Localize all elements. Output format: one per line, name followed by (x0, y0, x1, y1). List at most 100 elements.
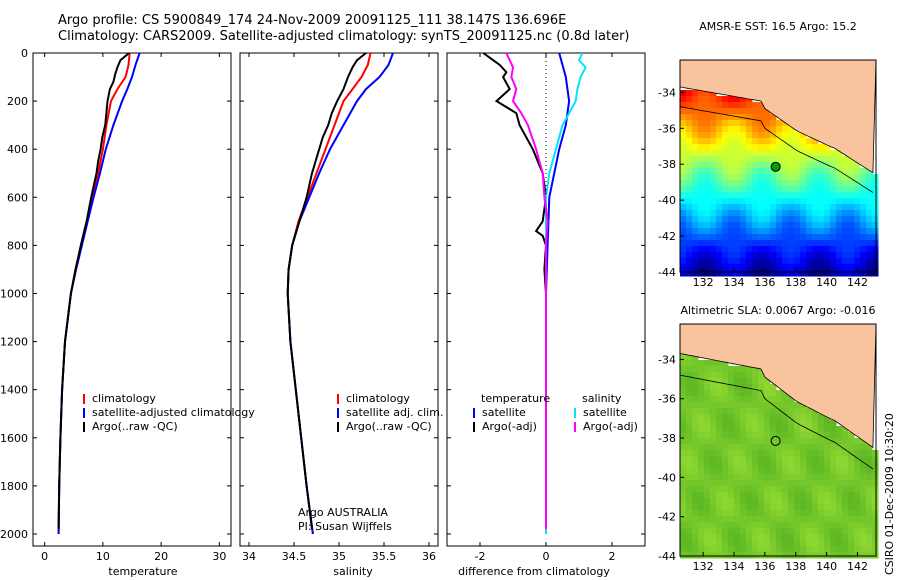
map-cell (776, 126, 783, 133)
map-cell (770, 114, 777, 121)
map-cell (764, 138, 771, 145)
map-cell (704, 504, 711, 511)
map-cell (752, 408, 759, 415)
map-cell (704, 210, 711, 217)
map-cell (746, 366, 753, 373)
map-cell (704, 258, 711, 265)
map-cell (770, 468, 777, 475)
y-tick-label: 1600 (0, 432, 28, 445)
map-cell (722, 222, 729, 229)
map-cell (722, 474, 729, 481)
map-cell (770, 396, 777, 403)
map-cell (794, 180, 801, 187)
map-cell (680, 390, 687, 397)
x-tick-label: 35 (332, 550, 346, 563)
map-cell (866, 528, 873, 535)
map-cell (836, 528, 843, 535)
map-cell (806, 252, 813, 259)
map-cell (686, 492, 693, 499)
map-cell (722, 534, 729, 541)
map-contour (679, 106, 874, 193)
map-cell (698, 198, 705, 205)
map-cell (740, 162, 747, 169)
map-cell (734, 432, 741, 439)
map-cell (830, 234, 837, 241)
map-cell (740, 456, 747, 463)
map-cell (872, 240, 879, 247)
map-cell (836, 258, 843, 265)
map-cell (782, 180, 789, 187)
map-cell (698, 384, 705, 391)
map-cell (704, 96, 711, 103)
map-cell (806, 432, 813, 439)
map-cell (836, 444, 843, 451)
map-cell (746, 150, 753, 157)
map-cell (728, 510, 735, 517)
map-cell (704, 474, 711, 481)
map-cell (722, 96, 729, 103)
map-cell (752, 180, 759, 187)
map-cell (860, 468, 867, 475)
map-cell (818, 468, 825, 475)
map-cell (746, 474, 753, 481)
map-cell (818, 174, 825, 181)
map-cell (716, 378, 723, 385)
map-cell (704, 162, 711, 169)
map-cell (722, 414, 729, 421)
map-cell (788, 552, 795, 559)
legend-sal-satellite-label: satellite (583, 406, 627, 419)
map-cell (686, 120, 693, 127)
map-cell (794, 174, 801, 181)
map-cell (722, 144, 729, 151)
map-cell (860, 438, 867, 445)
map-cell (788, 432, 795, 439)
map-cell (836, 240, 843, 247)
map-cell (680, 108, 687, 115)
map-cell (692, 552, 699, 559)
map-cell (716, 240, 723, 247)
map-cell (848, 168, 855, 175)
map-cell (800, 450, 807, 457)
map-cell (752, 396, 759, 403)
map-cell (794, 474, 801, 481)
map-cell (716, 366, 723, 373)
map-cell (710, 504, 717, 511)
map-cell (734, 198, 741, 205)
map-cell (686, 216, 693, 223)
map-cell (758, 270, 765, 277)
map-cell (872, 222, 879, 229)
map-cell (800, 510, 807, 517)
map-cell (842, 546, 849, 553)
map-cell (848, 456, 855, 463)
map-cell (800, 408, 807, 415)
map-cell (812, 150, 819, 157)
map-cell (758, 126, 765, 133)
map-cell (806, 264, 813, 271)
map-cell (812, 192, 819, 199)
map-cell (692, 378, 699, 385)
map-cell (686, 516, 693, 523)
map-cell (794, 414, 801, 421)
map-cell (758, 216, 765, 223)
map-cell (770, 528, 777, 535)
map-cell (704, 270, 711, 277)
map-cell (806, 444, 813, 451)
map-cell (872, 228, 879, 235)
map-x-tick-label: 140 (816, 276, 837, 289)
map-cell (728, 366, 735, 373)
map-cell (812, 246, 819, 253)
map-cell (752, 546, 759, 553)
map-cell (776, 450, 783, 457)
map-cell (860, 528, 867, 535)
map-cell (752, 492, 759, 499)
map-cell (752, 252, 759, 259)
map-cell (740, 522, 747, 529)
map-cell (686, 360, 693, 367)
map-cell (746, 546, 753, 553)
map-cell (758, 258, 765, 265)
map-y-tick-label: -40 (658, 471, 676, 484)
map-cell (752, 372, 759, 379)
map-cell (770, 228, 777, 235)
map-cell (830, 540, 837, 547)
map-cell (752, 414, 759, 421)
